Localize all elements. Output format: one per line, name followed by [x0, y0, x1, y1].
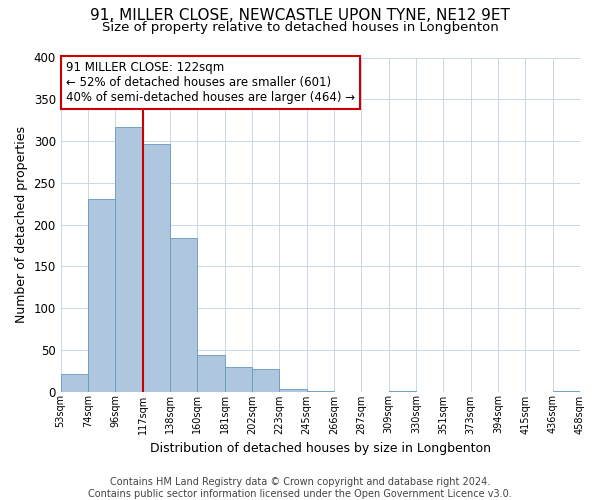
Text: 91 MILLER CLOSE: 122sqm
← 52% of detached houses are smaller (601)
40% of semi-d: 91 MILLER CLOSE: 122sqm ← 52% of detache…	[66, 61, 355, 104]
Bar	[307, 390, 334, 392]
Bar	[115, 127, 143, 392]
Text: 91, MILLER CLOSE, NEWCASTLE UPON TYNE, NE12 9ET: 91, MILLER CLOSE, NEWCASTLE UPON TYNE, N…	[90, 8, 510, 22]
Text: Contains HM Land Registry data © Crown copyright and database right 2024.
Contai: Contains HM Land Registry data © Crown c…	[88, 478, 512, 499]
X-axis label: Distribution of detached houses by size in Longbenton: Distribution of detached houses by size …	[150, 442, 491, 455]
Bar	[143, 144, 170, 392]
Bar	[389, 390, 416, 392]
Bar	[224, 368, 252, 392]
Bar	[252, 369, 280, 392]
Bar	[61, 374, 88, 392]
Y-axis label: Number of detached properties: Number of detached properties	[15, 126, 28, 323]
Bar	[88, 200, 115, 392]
Bar	[197, 355, 224, 392]
Text: Size of property relative to detached houses in Longbenton: Size of property relative to detached ho…	[101, 21, 499, 34]
Bar	[553, 390, 580, 392]
Bar	[280, 389, 307, 392]
Bar	[170, 238, 197, 392]
